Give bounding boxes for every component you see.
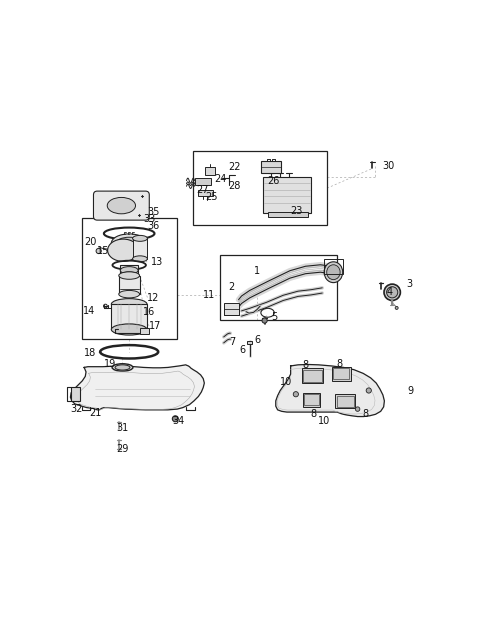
Ellipse shape [293, 392, 299, 397]
Text: 2: 2 [228, 282, 234, 292]
Text: 15: 15 [96, 245, 109, 255]
Text: 3: 3 [407, 279, 413, 289]
Text: 8: 8 [302, 360, 309, 370]
FancyBboxPatch shape [94, 191, 149, 220]
Ellipse shape [107, 197, 135, 214]
Bar [71, 387, 81, 401]
Bar [120, 265, 138, 275]
Bar [333, 368, 349, 379]
Text: 28: 28 [228, 181, 240, 191]
Ellipse shape [111, 234, 147, 252]
Bar [302, 392, 321, 407]
Bar [225, 303, 239, 315]
Text: 30: 30 [382, 161, 394, 171]
Text: 29: 29 [116, 444, 129, 454]
Ellipse shape [96, 249, 101, 254]
Text: 16: 16 [143, 307, 156, 316]
Text: 10: 10 [280, 378, 292, 388]
Text: 8: 8 [336, 359, 343, 369]
Text: 31: 31 [116, 422, 129, 433]
Bar [337, 396, 354, 407]
Ellipse shape [366, 388, 372, 393]
Ellipse shape [132, 256, 147, 262]
Ellipse shape [119, 272, 140, 279]
Ellipse shape [111, 324, 147, 335]
Text: 7: 7 [229, 337, 235, 347]
Text: 33: 33 [143, 214, 156, 224]
Text: 14: 14 [83, 306, 95, 316]
Ellipse shape [386, 287, 398, 298]
Text: 36: 36 [147, 221, 159, 231]
Polygon shape [276, 364, 384, 417]
Bar [140, 328, 148, 334]
Ellipse shape [108, 239, 139, 262]
Text: 9: 9 [408, 386, 413, 396]
Text: 26: 26 [268, 176, 280, 186]
Bar [193, 151, 327, 224]
Text: 22: 22 [228, 162, 240, 172]
Bar [248, 341, 252, 345]
Ellipse shape [262, 318, 267, 323]
Ellipse shape [119, 290, 140, 298]
Ellipse shape [395, 307, 398, 310]
Text: 8: 8 [362, 409, 368, 419]
Bar [195, 178, 211, 185]
Bar [205, 167, 216, 175]
Text: 6: 6 [239, 345, 245, 355]
Bar [119, 275, 140, 294]
Bar [220, 255, 337, 320]
Bar [302, 368, 324, 383]
Text: 8: 8 [310, 409, 316, 419]
Bar [132, 239, 147, 259]
Bar [261, 161, 281, 173]
Text: 13: 13 [151, 257, 163, 267]
Text: 5: 5 [271, 312, 277, 322]
Ellipse shape [324, 262, 343, 283]
Text: 6: 6 [254, 335, 260, 345]
Ellipse shape [132, 235, 147, 241]
Text: 23: 23 [290, 206, 303, 216]
Bar [263, 178, 311, 212]
Bar [198, 189, 213, 196]
Bar [304, 394, 319, 406]
Text: 18: 18 [84, 348, 96, 358]
Text: 20: 20 [84, 237, 96, 247]
Text: 24: 24 [214, 174, 226, 184]
Text: 25: 25 [205, 192, 218, 202]
Ellipse shape [115, 365, 130, 370]
Bar [324, 259, 343, 273]
Bar [267, 212, 308, 217]
Bar [303, 369, 322, 381]
Text: 10: 10 [318, 416, 330, 426]
Text: 27: 27 [196, 184, 208, 194]
Text: 1: 1 [254, 266, 260, 276]
Ellipse shape [384, 284, 400, 300]
Text: 17: 17 [149, 321, 161, 331]
Text: 34: 34 [172, 416, 184, 426]
Ellipse shape [112, 364, 133, 371]
Text: 4: 4 [386, 287, 392, 297]
Text: 35: 35 [147, 207, 159, 217]
Ellipse shape [111, 298, 147, 310]
Text: 11: 11 [203, 290, 215, 300]
Ellipse shape [116, 237, 142, 249]
Bar [111, 304, 147, 330]
Text: 32: 32 [70, 404, 83, 414]
Polygon shape [71, 365, 204, 410]
Text: 19: 19 [104, 359, 116, 369]
Bar [335, 394, 355, 408]
Text: 21: 21 [89, 408, 102, 418]
Ellipse shape [120, 267, 138, 274]
Ellipse shape [355, 407, 360, 411]
Ellipse shape [327, 265, 340, 280]
Bar [82, 218, 177, 339]
Text: 12: 12 [147, 293, 159, 303]
Bar [332, 367, 351, 381]
Ellipse shape [172, 416, 178, 422]
Ellipse shape [120, 272, 138, 279]
